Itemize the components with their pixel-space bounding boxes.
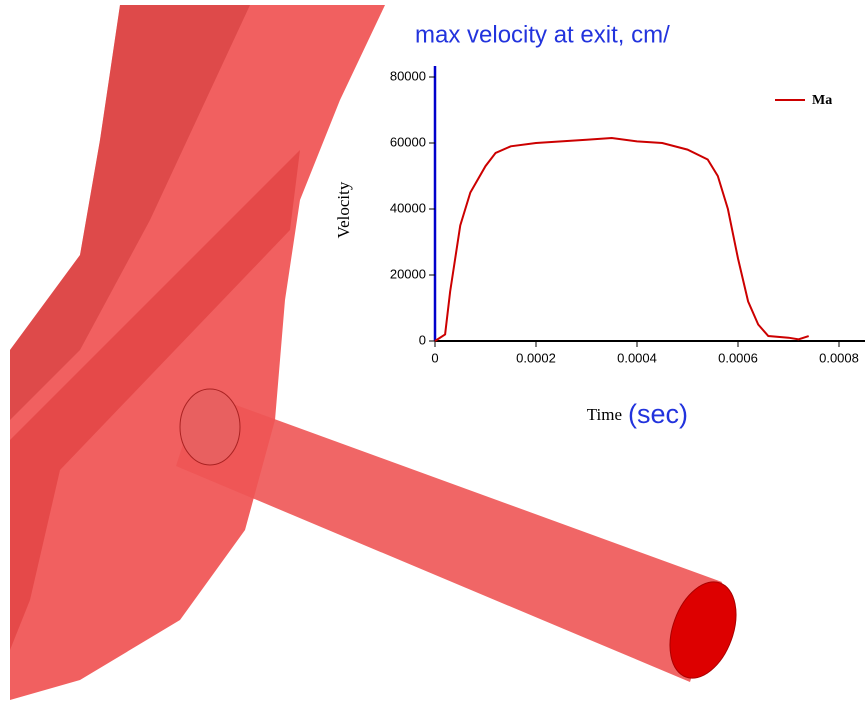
y-tick-label: 80000 (390, 68, 426, 83)
x-tick-label: 0.0006 (718, 350, 758, 365)
chart-title: max velocity at exit, cm/ (415, 21, 670, 48)
x-tick-label: 0.0002 (516, 350, 556, 365)
tube (176, 392, 722, 682)
y-axis-label: Velocity (334, 181, 353, 238)
x-axis-label: Time (587, 405, 622, 424)
legend-label: Ma (812, 93, 832, 108)
x-tick-label: 0 (431, 350, 438, 365)
y-tick-label: 60000 (390, 134, 426, 149)
x-tick-label: 0.0004 (617, 350, 657, 365)
tube-inlet (180, 389, 240, 465)
y-tick-label: 0 (419, 332, 426, 347)
page: {"chart_data": {"type": "line", "title":… (0, 0, 865, 701)
x-axis-unit: (sec) (628, 399, 688, 429)
y-tick-label: 40000 (390, 200, 426, 215)
series-line (435, 138, 809, 341)
y-tick-label: 20000 (390, 266, 426, 281)
x-tick-label: 0.0008 (819, 350, 859, 365)
screenshot: max velocity at exit, cm/ Velocity Time … (0, 0, 865, 701)
